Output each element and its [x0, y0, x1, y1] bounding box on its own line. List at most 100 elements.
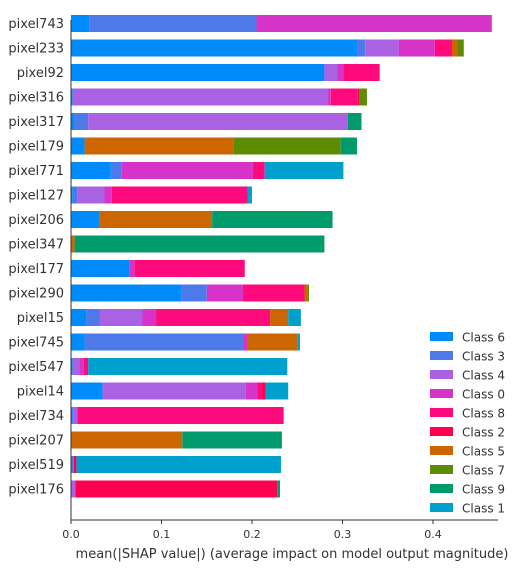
bar-segment-pixel15-class-3 [86, 309, 100, 326]
feature-label: pixel127 [8, 189, 64, 204]
bar-segment-pixel179-class-5 [84, 137, 234, 155]
bar-segment-pixel92-class-4 [324, 64, 338, 81]
bar-segment-pixel14-class-8 [257, 382, 262, 400]
bar-segment-pixel519-class-3 [71, 456, 74, 473]
feature-label: pixel547 [8, 360, 64, 375]
bar-segment-pixel15-class-6 [71, 309, 87, 326]
bar-segment-pixel745-class-6 [71, 333, 85, 351]
bar-segment-pixel734-class-6 [71, 407, 73, 424]
bar-segment-pixel743-class-6 [71, 15, 90, 32]
bar-segment-pixel771-class-1 [264, 162, 344, 179]
bar-segment-pixel745-class-5 [247, 333, 298, 351]
bar-segment-pixel771-class-0 [121, 162, 253, 179]
bar-segment-pixel290-class-7 [307, 284, 310, 302]
legend-label: Class 1 [462, 502, 505, 516]
legend-label: Class 8 [462, 407, 505, 421]
feature-label: pixel347 [8, 238, 64, 253]
legend-swatch [430, 408, 453, 417]
bar-segment-pixel317-class-3 [74, 113, 89, 130]
bar-stacks [71, 15, 492, 498]
bar-segment-pixel317-class-9 [347, 113, 362, 130]
feature-label: pixel745 [8, 336, 64, 351]
bar-segment-pixel127-class-0 [104, 186, 112, 204]
bar-segment-pixel127-class-1 [247, 186, 252, 204]
bar-segment-pixel316-class-0 [328, 88, 331, 106]
bar-segment-pixel15-class-8 [156, 309, 271, 326]
legend-swatch [430, 351, 453, 360]
bar-segment-pixel14-class-1 [265, 382, 289, 400]
bar-segment-pixel177-class-8 [134, 260, 245, 277]
feature-label: pixel734 [8, 409, 64, 424]
bar-segment-pixel15-class-0 [142, 309, 157, 326]
legend-swatch [430, 465, 453, 474]
bar-segment-pixel734-class-4 [72, 407, 78, 424]
bar-segment-pixel206-class-9 [212, 211, 333, 228]
feature-label: pixel771 [8, 164, 64, 179]
bar-segment-pixel771-class-3 [110, 162, 122, 179]
bar-segment-pixel745-class-3 [84, 333, 243, 351]
bar-segment-pixel316-class-8 [330, 88, 358, 106]
bar-segment-pixel127-class-3 [72, 186, 78, 204]
bar-segment-pixel15-class-5 [270, 309, 289, 326]
bar-segment-pixel316-class-2 [357, 88, 360, 106]
bar-segment-pixel316-class-6 [71, 88, 73, 106]
bar-segment-pixel176-class-9 [277, 480, 281, 498]
bar-segment-pixel547-class-4 [72, 358, 80, 375]
bar-segment-pixel179-class-7 [233, 137, 341, 155]
bar-segment-pixel92-class-8 [343, 64, 380, 81]
bar-segment-pixel206-class-5 [99, 211, 213, 228]
legend-label: Class 5 [462, 445, 505, 459]
bar-segment-pixel233-class-7 [457, 39, 464, 57]
bar-segment-pixel290-class-5 [304, 284, 308, 302]
feature-label: pixel317 [8, 115, 64, 130]
bar-segment-pixel127-class-8 [111, 186, 248, 204]
feature-label: pixel179 [8, 140, 64, 155]
bar-segment-pixel347-class-9 [74, 235, 325, 253]
bar-segment-pixel290-class-6 [71, 284, 182, 302]
legend-label: Class 3 [462, 350, 505, 364]
x-tick-label: 0.4 [424, 528, 442, 541]
legend-swatch [430, 389, 453, 398]
bar-segment-pixel15-class-4 [99, 309, 143, 326]
legend-swatch [430, 503, 453, 512]
bar-segment-pixel547-class-0 [79, 358, 84, 375]
bar-segment-pixel290-class-0 [206, 284, 243, 302]
bar-segment-pixel127-class-6 [71, 186, 73, 204]
bar-segment-pixel519-class-2 [73, 456, 77, 473]
legend-label: Class 6 [462, 331, 505, 345]
x-tick-label: 0.2 [243, 528, 261, 541]
bar-segment-pixel177-class-6 [71, 260, 130, 277]
bar-segment-pixel179-class-6 [71, 137, 85, 155]
x-tick-label: 0.0 [62, 528, 80, 541]
bar-segment-pixel233-class-0 [398, 39, 435, 57]
legend-swatch [430, 427, 453, 436]
feature-label: pixel207 [8, 434, 64, 449]
x-tick-label: 0.1 [153, 528, 171, 541]
bar-segment-pixel14-class-6 [71, 382, 103, 400]
bar-segment-pixel743-class-3 [89, 15, 257, 32]
legend-swatch [430, 332, 453, 341]
bar-segment-pixel347-class-5 [71, 235, 75, 253]
bar-segment-pixel206-class-6 [71, 211, 100, 228]
bar-segment-pixel14-class-0 [245, 382, 258, 400]
x-ticks: 0.0 0.1 0.2 0.3 0.4 [62, 520, 442, 541]
bar-segment-pixel207-class-9 [182, 431, 282, 449]
x-tick-label: 0.3 [334, 528, 352, 541]
bar-segment-pixel745-class-0 [242, 333, 248, 351]
bar-segment-pixel176-class-2 [75, 480, 278, 498]
legend-label: Class 0 [462, 388, 505, 402]
bar-segment-pixel176-class-4 [71, 480, 76, 498]
bar-segment-pixel547-class-8 [83, 358, 89, 375]
bar-segment-pixel15-class-1 [288, 309, 301, 326]
feature-label: pixel176 [8, 483, 64, 498]
bar-segment-pixel92-class-0 [337, 64, 344, 81]
bar-segment-pixel771-class-8 [252, 162, 265, 179]
bar-segment-pixel316-class-7 [359, 88, 367, 106]
bar-segment-pixel316-class-4 [72, 88, 329, 106]
legend-swatch [430, 446, 453, 455]
bar-segment-pixel743-class-0 [256, 15, 492, 32]
bar-segment-pixel207-class-5 [71, 431, 183, 449]
legend-swatch [430, 484, 453, 493]
legend-label: Class 4 [462, 369, 505, 383]
